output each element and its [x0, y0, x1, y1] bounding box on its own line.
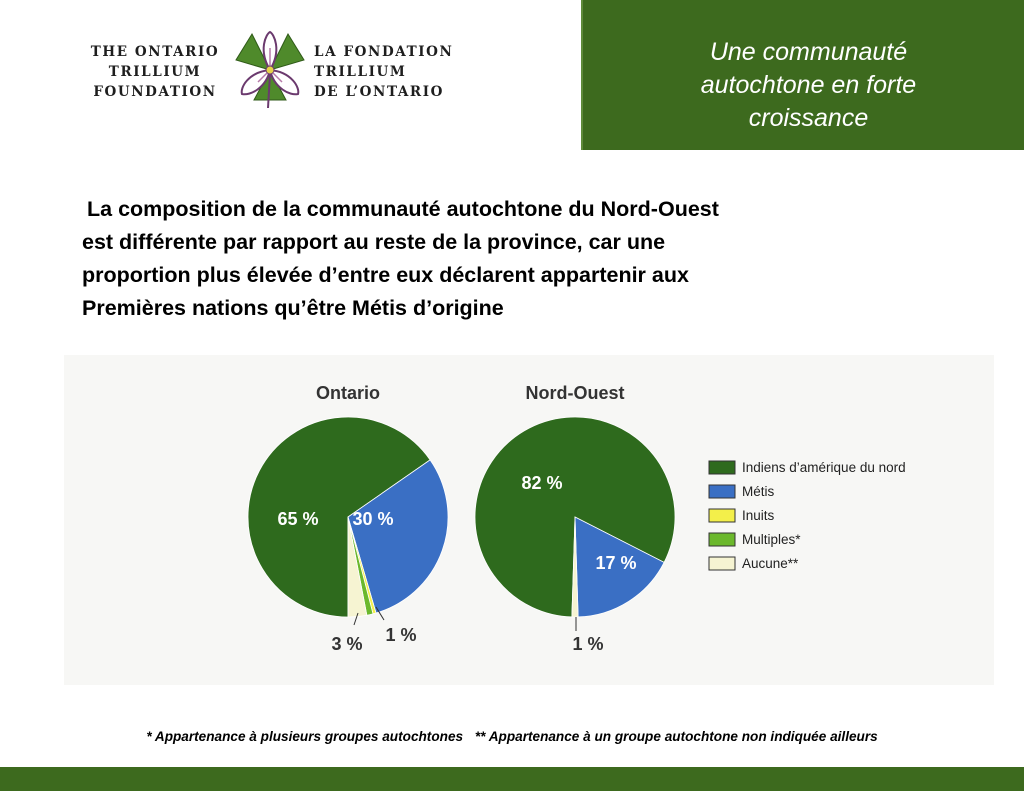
body-line: proportion plus élevée d’entre eux décla… [82, 263, 689, 287]
pie-title: Ontario [316, 383, 380, 403]
pie-data-label: 30 % [352, 509, 393, 529]
title-line: Une communauté [709, 38, 908, 66]
leader-line [353, 612, 359, 626]
pie-data-label: 82 % [521, 473, 562, 493]
logo-text-french: La Fondation Trillium de l’Ontario [314, 42, 484, 102]
footnote-multiple: * Appartenance à plusieurs groupes autoc… [146, 729, 464, 744]
legend-label: Indiens d’amérique du nord [742, 460, 906, 475]
leader-line [375, 606, 385, 621]
pie-slice [571, 516, 579, 618]
pie-data-label: 65 % [277, 509, 318, 529]
pie-charts: Ontario 65 % 30 % 1 % 3 % Nord-Ouest 82 % 17 % 1… [247, 383, 906, 654]
bottom-bar [0, 767, 1024, 791]
logo-en-line: Trillium [108, 64, 202, 80]
body-line: Premières nations qu’être Métis d’origin… [82, 296, 504, 320]
pie-title: Nord-Ouest [526, 383, 625, 403]
pie-slice [347, 516, 368, 618]
body-line: est différente par rapport au reste de l… [82, 230, 666, 254]
legend-label: Aucune** [742, 556, 799, 571]
body-paragraph: La composition de la communauté autochto… [82, 193, 962, 325]
legend-label: Métis [742, 484, 775, 499]
logo-text-english: The Ontario Trillium Foundation [80, 42, 230, 102]
legend-swatch [708, 460, 736, 475]
legend-swatch [708, 556, 736, 571]
pie-data-label: 17 % [595, 553, 636, 573]
logo-fr-line: La Fondation [314, 44, 454, 60]
footnote-none: ** Appartenance à un groupe autochtone n… [474, 729, 878, 744]
title-line: autochtone en forte [700, 71, 917, 99]
body-line: La composition de la communauté autochto… [87, 197, 719, 221]
foundation-logo: The Ontario Trillium Foundation La Fonda… [76, 30, 476, 110]
logo-en-line: The Ontario [90, 44, 220, 60]
legend-label: Inuits [742, 508, 775, 523]
pie-slice [347, 459, 449, 614]
footnote: * Appartenance à plusieurs groupes autoc… [0, 729, 1024, 744]
pie-data-label: 1 % [385, 625, 416, 645]
title-box: Une communauté autochtone en forte crois… [581, 0, 1024, 150]
legend-swatch [708, 484, 736, 499]
chart-panel: Ontario 65 % 30 % 1 % 3 % Nord-Ouest 82 % 17 % 1… [64, 355, 994, 685]
legend-swatch [708, 532, 736, 547]
logo-en-line: Foundation [93, 84, 217, 100]
logo-fr-line: de l’Ontario [314, 84, 445, 100]
legend-label: Multiples* [742, 532, 801, 547]
trillium-flower-icon [228, 30, 312, 110]
pie-slice [247, 416, 431, 618]
slide-title: Une communauté autochtone en forte crois… [593, 36, 1024, 135]
logo-fr-line: Trillium [314, 64, 407, 80]
pie-data-label: 1 % [572, 634, 603, 654]
pie-slice [574, 516, 665, 618]
pie-data-label: 3 % [331, 634, 362, 654]
title-line: croissance [748, 104, 869, 132]
legend-swatch [708, 508, 736, 523]
